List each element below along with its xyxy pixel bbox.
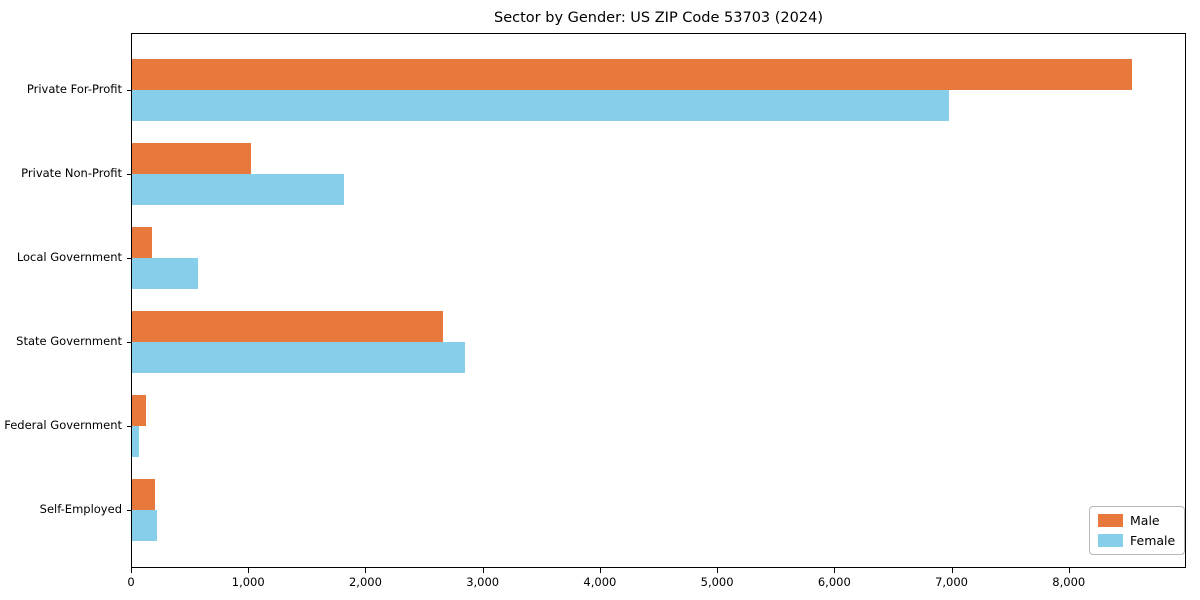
x-tick-label-5: 5,000 <box>700 575 734 589</box>
bar-female-2 <box>132 258 198 289</box>
y-label-0: Private For-Profit <box>26 82 122 96</box>
x-tick-0 <box>131 568 132 573</box>
bar-male-0 <box>132 59 1133 90</box>
y-label-2: Local Government <box>16 250 122 264</box>
plot-area <box>127 33 1186 568</box>
x-tick-5 <box>717 568 719 573</box>
x-tick-8 <box>1068 568 1070 573</box>
bar-male-1 <box>132 143 252 174</box>
x-tick-4 <box>599 568 601 573</box>
y-tick-3 <box>127 342 132 343</box>
bar-male-4 <box>132 395 147 426</box>
bar-female-1 <box>132 174 344 205</box>
legend-item-female: Female <box>1098 534 1176 547</box>
x-tick-6 <box>834 568 836 573</box>
y-tick-5 <box>127 510 132 511</box>
x-tick-label-7: 7,000 <box>935 575 969 589</box>
bar-group-3 <box>132 311 1185 373</box>
bar-female-5 <box>132 510 157 541</box>
legend-label-male: Male <box>1130 513 1160 528</box>
bar-group-0 <box>132 59 1185 121</box>
x-tick-label-8: 8,000 <box>1052 575 1086 589</box>
x-tick-label-0: 0 <box>127 575 135 589</box>
y-tick-0 <box>127 90 132 91</box>
y-label-1: Private Non-Profit <box>21 166 122 180</box>
legend-swatch-female <box>1098 534 1123 547</box>
x-tick-label-2: 2,000 <box>348 575 382 589</box>
legend-swatch-male <box>1098 514 1123 527</box>
y-label-3: State Government <box>16 334 122 348</box>
legend-label-female: Female <box>1130 533 1176 548</box>
bar-group-4 <box>132 395 1185 457</box>
bar-female-4 <box>132 426 140 457</box>
y-tick-4 <box>127 426 132 427</box>
x-tick-1 <box>248 568 250 573</box>
x-tick-3 <box>482 568 484 573</box>
x-tick-2 <box>365 568 367 573</box>
legend-item-male: Male <box>1098 514 1176 527</box>
bar-male-5 <box>132 479 155 510</box>
y-tick-2 <box>127 258 132 259</box>
bar-male-3 <box>132 311 444 342</box>
x-tick-label-1: 1,000 <box>231 575 265 589</box>
y-label-5: Self-Employed <box>39 502 122 516</box>
x-tick-7 <box>951 568 953 573</box>
legend: Male Female <box>1089 506 1185 555</box>
x-tick-label-6: 6,000 <box>817 575 851 589</box>
bar-male-2 <box>132 227 152 258</box>
bar-group-1 <box>132 143 1185 205</box>
y-tick-1 <box>127 174 132 175</box>
bar-group-5 <box>132 479 1185 541</box>
bar-group-2 <box>132 227 1185 289</box>
bar-female-0 <box>132 90 949 121</box>
bar-female-3 <box>132 342 466 373</box>
y-label-4: Federal Government <box>4 418 122 432</box>
chart-title: Sector by Gender: US ZIP Code 53703 (202… <box>494 10 823 26</box>
x-tick-label-4: 4,000 <box>583 575 617 589</box>
x-tick-label-3: 3,000 <box>466 575 500 589</box>
